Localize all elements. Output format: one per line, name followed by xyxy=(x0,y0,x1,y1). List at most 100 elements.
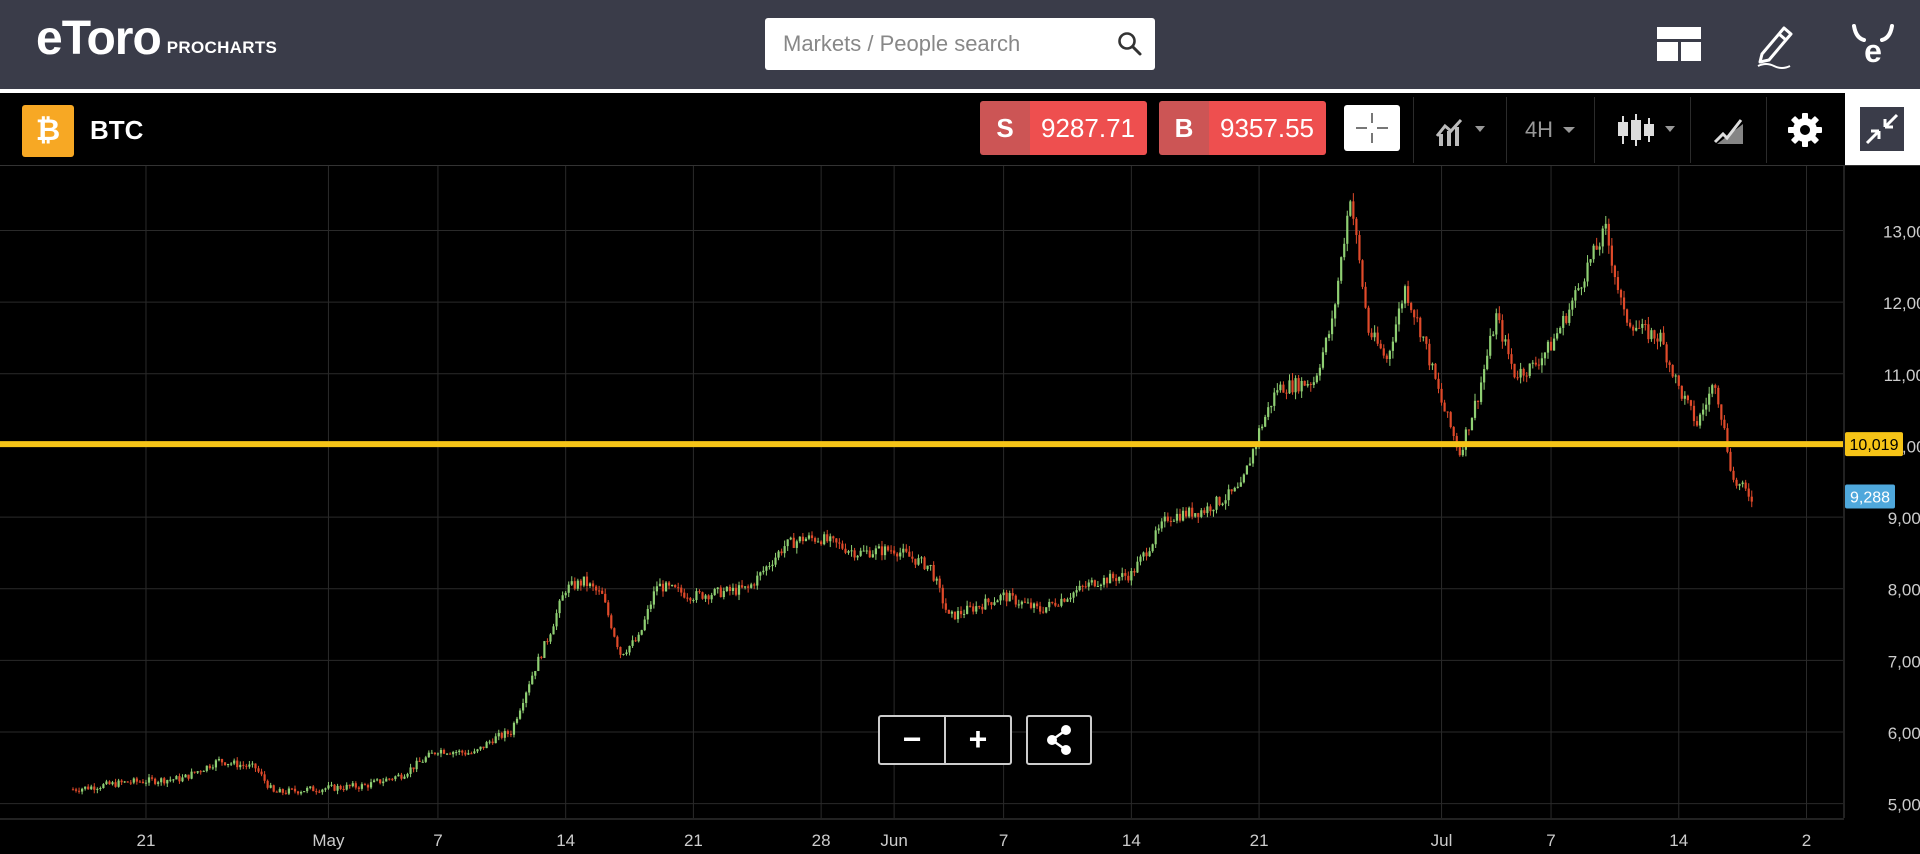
candle-body xyxy=(1501,320,1504,342)
candle-body xyxy=(132,778,135,783)
candle-body xyxy=(1042,611,1045,613)
candle-body xyxy=(1051,601,1054,603)
candle-body xyxy=(1732,470,1735,480)
candle-body xyxy=(1251,449,1255,464)
candle-body xyxy=(485,742,488,749)
candle-body xyxy=(1337,280,1340,305)
candle-body xyxy=(1139,556,1142,562)
candle-body xyxy=(406,773,409,777)
candle-body xyxy=(798,536,801,542)
header-divider xyxy=(0,89,1920,93)
candle-body xyxy=(123,781,126,783)
candle-body xyxy=(810,535,814,539)
candle-body xyxy=(546,641,549,643)
candle-body xyxy=(525,692,528,704)
etoro-bull-icon[interactable]: e xyxy=(1848,18,1898,70)
candle-body xyxy=(1610,245,1613,266)
candle-body xyxy=(859,550,862,556)
x-tick-label: 21 xyxy=(684,831,703,850)
candle-body xyxy=(1023,601,1027,603)
candle-body xyxy=(324,788,327,790)
candle-body xyxy=(1045,607,1048,613)
candle-body xyxy=(1492,334,1495,336)
chart-type-dropdown[interactable] xyxy=(1600,97,1690,163)
search-icon[interactable] xyxy=(1117,31,1143,57)
candle-body xyxy=(430,752,433,754)
candle-body xyxy=(278,789,281,793)
candle-body xyxy=(646,608,649,620)
candle-body xyxy=(1467,429,1471,431)
y-tick-label: 5,000 xyxy=(1888,796,1920,815)
candle-body xyxy=(1376,332,1379,344)
candle-body xyxy=(114,782,117,787)
drawing-tools-button[interactable] xyxy=(1696,97,1762,163)
sell-button[interactable]: S 9287.71 xyxy=(980,101,1147,155)
candle-body xyxy=(1312,382,1315,385)
indicators-button[interactable] xyxy=(1420,97,1500,163)
candle-body xyxy=(871,554,874,558)
candle-body xyxy=(1702,409,1705,415)
candle-body xyxy=(1556,333,1559,339)
candle-body xyxy=(1327,334,1331,338)
x-tick-label: 21 xyxy=(137,831,156,850)
candle-body xyxy=(412,767,415,770)
candle-body xyxy=(333,784,336,791)
candle-body xyxy=(1352,201,1355,219)
edit-pencil-icon[interactable] xyxy=(1750,18,1800,70)
candle-body xyxy=(266,780,269,788)
y-tick-label: 11,000 xyxy=(1884,366,1920,385)
candle-body xyxy=(956,610,960,620)
candle-body xyxy=(1057,605,1060,607)
candle-body xyxy=(555,613,558,627)
candle-body xyxy=(567,584,570,593)
candle-body xyxy=(102,784,105,789)
layout-icon[interactable] xyxy=(1654,18,1704,70)
candle-body xyxy=(710,595,713,600)
candle-body xyxy=(1431,363,1434,366)
candle-body xyxy=(628,645,631,653)
etoro-logo[interactable]: eToro PROCHARTS xyxy=(36,14,277,64)
price-chart[interactable]: 13,00012,00011,00010,0009,0008,0007,0006… xyxy=(0,166,1920,854)
candle-body xyxy=(96,788,99,790)
collapse-fullscreen-button[interactable] xyxy=(1845,93,1920,165)
share-button[interactable] xyxy=(1026,715,1092,765)
candle-body xyxy=(1373,332,1376,338)
search-input[interactable] xyxy=(783,18,1103,70)
candle-body xyxy=(978,606,981,608)
candle-body xyxy=(941,587,944,604)
candle-body xyxy=(756,575,759,586)
candle-body xyxy=(899,552,902,557)
candle-body xyxy=(491,741,494,744)
candle-body xyxy=(1394,324,1398,342)
candle-body xyxy=(150,777,154,779)
candle-body xyxy=(1464,429,1467,450)
candle-body xyxy=(1434,363,1437,379)
candle-body xyxy=(552,626,555,635)
buy-button[interactable]: B 9357.55 xyxy=(1159,101,1326,155)
collapse-icon xyxy=(1860,107,1904,151)
zoom-out-button[interactable]: − xyxy=(880,717,946,763)
timeframe-dropdown[interactable]: 4H xyxy=(1512,97,1592,163)
candle-body xyxy=(515,718,519,723)
candle-body xyxy=(862,550,865,552)
crosshair-button[interactable] xyxy=(1344,105,1400,151)
zoom-in-button[interactable]: + xyxy=(968,721,988,757)
candle-body xyxy=(129,782,132,784)
candle-body xyxy=(801,536,804,542)
candle-body xyxy=(488,741,491,743)
candle-body xyxy=(953,611,957,620)
candle-body xyxy=(795,541,798,548)
settings-button[interactable] xyxy=(1772,97,1838,163)
candle-body xyxy=(199,771,202,773)
candle-body xyxy=(753,584,756,586)
candle-body xyxy=(369,782,373,788)
candle-body xyxy=(1534,362,1537,365)
candle-body xyxy=(263,774,266,781)
candle-body xyxy=(1081,585,1084,587)
candle-body xyxy=(1154,530,1157,545)
candle-body xyxy=(293,788,297,792)
candle-body xyxy=(1723,419,1726,429)
candle-body xyxy=(1276,390,1279,393)
candle-body xyxy=(342,788,345,790)
candle-body xyxy=(1346,215,1349,244)
